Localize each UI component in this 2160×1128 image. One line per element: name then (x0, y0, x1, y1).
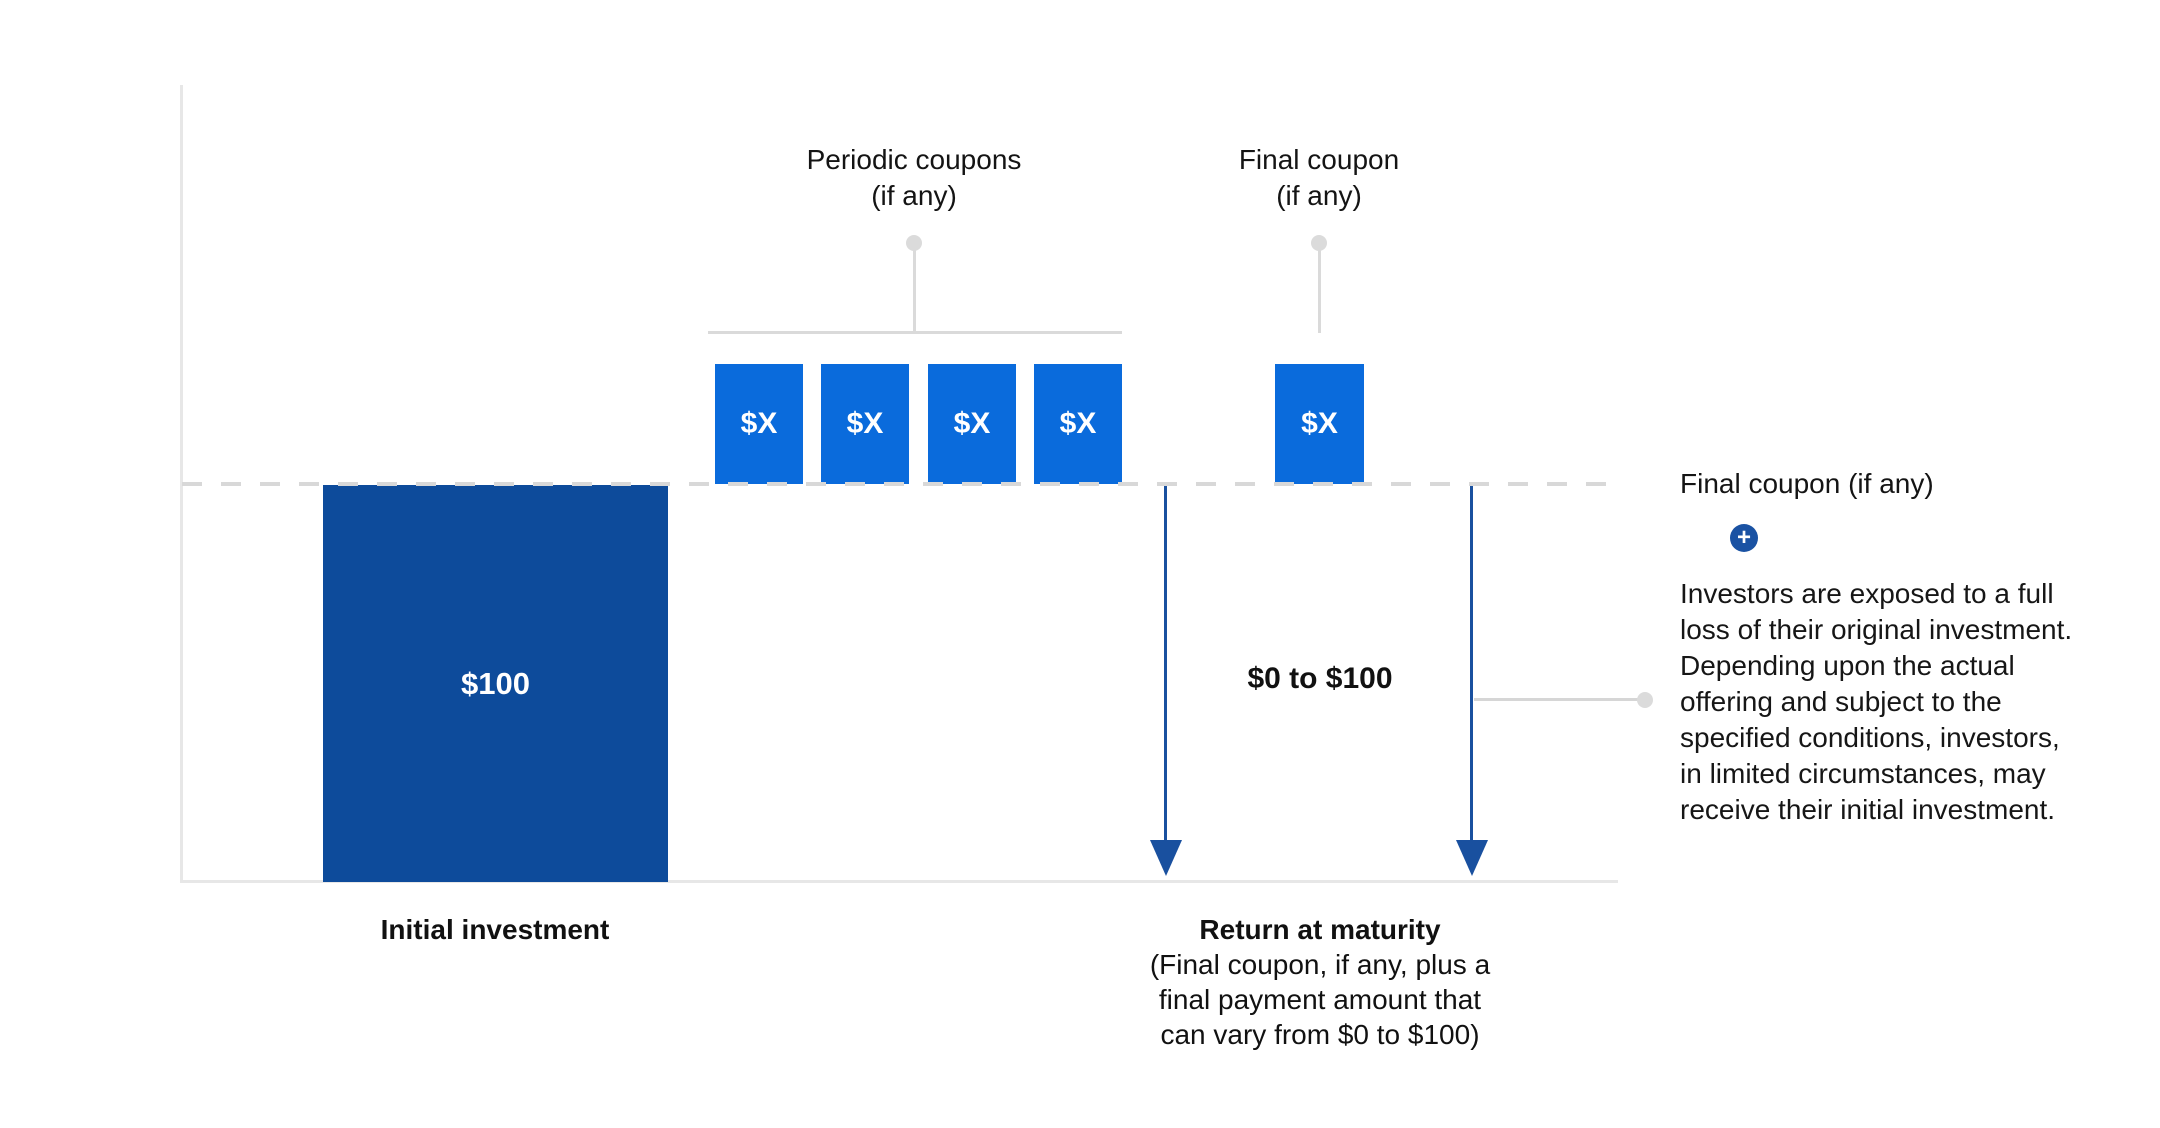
return-at-maturity-title: Return at maturity (1199, 914, 1441, 945)
note-connector-dot (1637, 692, 1653, 708)
return-at-maturity-subtext: (Final coupon, if any, plus a final paym… (1149, 949, 1491, 1050)
coupon-value: $X (1059, 407, 1097, 440)
final-coupon-callout-label: Final coupon (if any) (1238, 144, 1400, 211)
return-arrow-left-stem (1164, 485, 1167, 845)
coupon-value: $X (846, 407, 884, 440)
periodic-coupon-box-2: $X (821, 364, 909, 484)
down-arrow-icon (1456, 840, 1488, 876)
side-note-body: Investors are exposed to a full loss of … (1680, 578, 2073, 825)
final-coupon-box: $X (1275, 364, 1364, 484)
side-note-title: Final coupon (if any) (1680, 468, 1934, 499)
final-coupon-callout-stem (1318, 243, 1321, 333)
x-label-initial-investment: Initial investment (380, 914, 610, 945)
note-connector-line (1474, 698, 1638, 701)
plus-icon: + (1730, 524, 1758, 552)
coupon-value: $X (740, 407, 778, 440)
plus-glyph: + (1736, 524, 1751, 551)
return-arrow-right-stem (1470, 485, 1473, 845)
initial-investment-bar: $100 (323, 485, 668, 882)
periodic-coupon-box-3: $X (928, 364, 1016, 484)
final-coupon-callout-dot (1311, 235, 1327, 251)
periodic-coupon-box-1: $X (715, 364, 803, 484)
y-axis-line (180, 85, 183, 883)
baseline-dashed-line (182, 482, 1618, 486)
coupon-value: $X (1301, 407, 1338, 440)
periodic-coupons-callout-dot (906, 235, 922, 251)
coupon-value: $X (953, 407, 991, 440)
periodic-coupons-callout-label: Periodic coupons (if any) (806, 144, 1022, 211)
periodic-coupons-bracket (708, 331, 1122, 334)
periodic-coupon-box-4: $X (1034, 364, 1122, 484)
initial-investment-bar-value: $100 (461, 665, 530, 701)
return-range-label: $0 to $100 (1247, 662, 1393, 695)
down-arrow-icon (1150, 840, 1182, 876)
periodic-coupons-callout-stem (913, 243, 916, 333)
x-label-return-at-maturity: Return at maturity (Final coupon, if any… (1120, 912, 1520, 1052)
x-axis-line (180, 880, 1618, 883)
